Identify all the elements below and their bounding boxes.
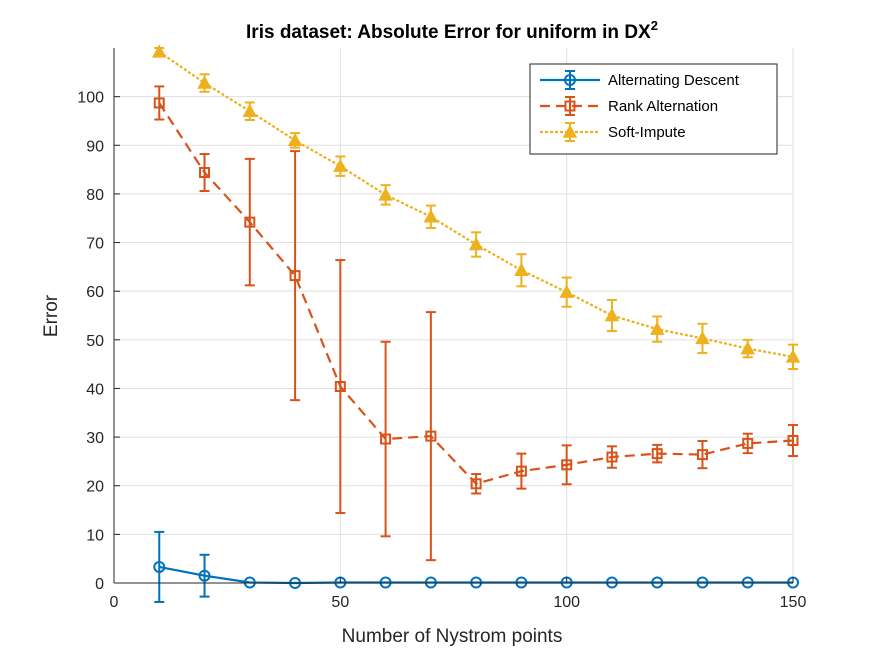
- y-tick-label: 90: [86, 138, 104, 155]
- data-point: [651, 448, 663, 460]
- data-point: [562, 124, 578, 138]
- x-tick-label: 100: [553, 594, 580, 611]
- data-point: [696, 449, 708, 461]
- legend-item: Rank Alternation: [540, 96, 718, 116]
- series-square: [153, 85, 799, 562]
- data-point: [242, 103, 258, 117]
- chart-title: Iris dataset: Absolute Error for uniform…: [246, 18, 658, 43]
- data-point: [515, 465, 527, 477]
- y-tick-label: 80: [86, 187, 104, 204]
- ticks: 0 50 100 150 0 10 20 30 40 50 60 70 80 90 100: [77, 90, 806, 611]
- data-point: [785, 349, 801, 363]
- chart-title-superscript: 2: [651, 18, 658, 33]
- data-point: [244, 216, 256, 228]
- data-point: [425, 430, 437, 442]
- y-tick-label: 70: [86, 236, 104, 253]
- data-point: [564, 74, 576, 86]
- data-point: [470, 478, 482, 490]
- legend-label: Soft-Impute: [608, 124, 686, 141]
- data-point: [423, 209, 439, 223]
- y-tick-label: 0: [95, 576, 104, 593]
- data-point: [649, 321, 665, 335]
- data-point: [514, 262, 529, 277]
- data-point: [197, 75, 212, 89]
- y-tick-label: 40: [86, 381, 104, 398]
- data-point: [740, 341, 755, 355]
- x-tick-label: 0: [110, 594, 119, 611]
- legend: Alternating Descent Rank Alternation Soft-…: [529, 63, 778, 155]
- data-point: [153, 560, 166, 573]
- data-point: [333, 158, 348, 172]
- x-tick-label: 150: [780, 594, 807, 611]
- data-point: [199, 167, 211, 179]
- legend-item: Soft-Impute: [540, 122, 686, 142]
- series-triangle: [152, 44, 801, 370]
- x-axis-label: Number of Nystrom points: [342, 626, 563, 647]
- axes-frame: [113, 48, 793, 584]
- data-point: [561, 459, 573, 471]
- data-point: [380, 433, 392, 445]
- y-tick-label: 100: [77, 90, 104, 107]
- series-line: [158, 102, 794, 486]
- legend-label: Rank Alternation: [608, 98, 718, 115]
- y-tick-label: 20: [86, 479, 104, 496]
- data-point: [198, 569, 211, 582]
- legend-item: Alternating Descent: [540, 70, 740, 90]
- data-point: [742, 437, 754, 449]
- data-point: [287, 132, 303, 147]
- y-tick-label: 30: [86, 430, 104, 447]
- x-tick-label: 50: [331, 594, 349, 611]
- data-point: [606, 451, 618, 463]
- data-point: [559, 284, 574, 298]
- data-point: [378, 187, 393, 201]
- y-axis-label: Error: [41, 294, 62, 337]
- data-point: [564, 100, 576, 112]
- y-tick-label: 50: [86, 333, 104, 350]
- data-point: [604, 307, 620, 322]
- legend-label: Alternating Descent: [608, 72, 740, 89]
- series-layer: [152, 44, 801, 603]
- data-point: [787, 434, 799, 446]
- data-point: [695, 330, 710, 345]
- data-point: [289, 270, 301, 282]
- y-tick-label: 10: [86, 527, 104, 544]
- data-point: [153, 97, 165, 109]
- data-point: [334, 381, 346, 393]
- data-point: [468, 236, 484, 251]
- y-tick-label: 60: [86, 284, 104, 301]
- data-point: [152, 44, 167, 58]
- chart-title-text: Iris dataset: Absolute Error for uniform…: [246, 22, 651, 43]
